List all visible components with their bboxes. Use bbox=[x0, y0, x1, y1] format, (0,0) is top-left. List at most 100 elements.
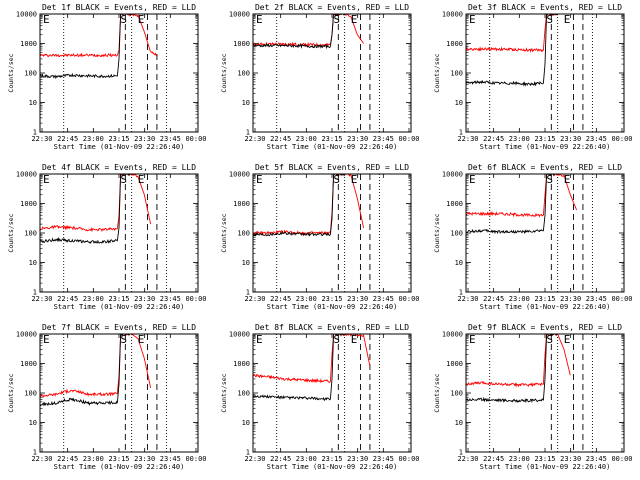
y-tick-label: 10 bbox=[455, 259, 463, 267]
marker-left: E bbox=[469, 13, 476, 26]
y-tick-label: 10000 bbox=[16, 11, 37, 19]
y-tick-label: 10000 bbox=[442, 331, 463, 339]
x-tick-label: 23:30 bbox=[560, 295, 581, 303]
series-line-2 bbox=[466, 174, 558, 235]
panel-title: Det 3f BLACK = Events, RED = LLD bbox=[468, 3, 622, 12]
x-tick-label: 23:45 bbox=[586, 455, 607, 463]
series-line-1 bbox=[40, 14, 158, 58]
y-tick-label: 1000 bbox=[233, 360, 250, 368]
y-tick-label: 10 bbox=[242, 99, 250, 107]
y-tick-label: 1 bbox=[459, 129, 463, 137]
x-tick-label: 23:15 bbox=[321, 135, 342, 143]
y-tick-label: 1000 bbox=[446, 40, 463, 48]
x-tick-label: 22:45 bbox=[270, 135, 291, 143]
plot-frame bbox=[252, 333, 412, 453]
marker-left: E bbox=[469, 173, 476, 186]
x-axis-label: Start Time (01-Nov-09 22:26:40) bbox=[480, 143, 611, 151]
y-axis-label: Counts/sec bbox=[220, 213, 228, 252]
x-tick-label: 23:30 bbox=[134, 135, 155, 143]
detector-panel-2: Det 2f BLACK = Events, RED = LLD 1 10 100 10… bbox=[220, 3, 420, 151]
y-tick-label: 100 bbox=[237, 390, 250, 398]
marker-mid: S bbox=[546, 333, 553, 346]
detector-panel-4: Det 4f BLACK = Events, RED = LLD 1 10 100 10… bbox=[7, 163, 207, 311]
x-tick-label: 00:00 bbox=[185, 295, 206, 303]
x-tick-label: 22:30 bbox=[457, 455, 478, 463]
y-tick-label: 1000 bbox=[233, 40, 250, 48]
marker-right: E bbox=[564, 333, 571, 346]
marker-mid: S bbox=[333, 173, 340, 186]
x-tick-label: 22:30 bbox=[31, 135, 52, 143]
y-tick-label: 1 bbox=[246, 449, 250, 457]
x-tick-label: 23:00 bbox=[296, 295, 317, 303]
x-tick-label: 23:00 bbox=[83, 295, 104, 303]
y-tick-label: 100 bbox=[450, 390, 463, 398]
series-line-1 bbox=[253, 174, 365, 236]
panel-title: Det 7f BLACK = Events, RED = LLD bbox=[42, 323, 196, 332]
series-line-2 bbox=[253, 334, 345, 402]
y-tick-label: 10000 bbox=[229, 331, 250, 339]
series-line-2 bbox=[253, 174, 346, 237]
x-tick-label: 23:45 bbox=[373, 135, 394, 143]
y-axis-label: Counts/sec bbox=[7, 373, 15, 412]
y-tick-label: 10 bbox=[29, 419, 37, 427]
panel-title: Det 6f BLACK = Events, RED = LLD bbox=[468, 163, 622, 172]
y-axis-label: Counts/sec bbox=[220, 373, 228, 412]
x-tick-label: 00:00 bbox=[611, 455, 632, 463]
marker-right: E bbox=[351, 173, 358, 186]
y-tick-label: 1 bbox=[33, 449, 37, 457]
panel-title: Det 5f BLACK = Events, RED = LLD bbox=[255, 163, 409, 172]
detector-panel-9: Det 9f BLACK = Events, RED = LLD 1 10 100 10… bbox=[433, 323, 633, 471]
x-tick-label: 22:30 bbox=[31, 455, 52, 463]
x-tick-label: 23:15 bbox=[108, 135, 129, 143]
marker-left: E bbox=[256, 173, 263, 186]
x-tick-label: 23:30 bbox=[347, 455, 368, 463]
x-tick-label: 23:30 bbox=[560, 455, 581, 463]
x-tick-label: 23:15 bbox=[108, 455, 129, 463]
y-tick-label: 10000 bbox=[16, 331, 37, 339]
plot-frame bbox=[39, 173, 199, 293]
x-tick-label: 22:30 bbox=[31, 295, 52, 303]
series-line-1 bbox=[40, 334, 152, 398]
x-axis-label: Start Time (01-Nov-09 22:26:40) bbox=[480, 463, 611, 471]
x-tick-label: 23:30 bbox=[134, 455, 155, 463]
y-tick-label: 1 bbox=[459, 289, 463, 297]
marker-left: E bbox=[43, 173, 50, 186]
y-tick-label: 100 bbox=[237, 230, 250, 238]
x-tick-label: 23:45 bbox=[586, 295, 607, 303]
marker-right: E bbox=[351, 13, 358, 26]
y-axis-label: Counts/sec bbox=[433, 213, 441, 252]
x-axis-label: Start Time (01-Nov-09 22:26:40) bbox=[54, 303, 185, 311]
series-line-2 bbox=[40, 174, 132, 244]
x-tick-label: 23:15 bbox=[534, 295, 555, 303]
y-tick-label: 10 bbox=[29, 259, 37, 267]
x-tick-label: 23:45 bbox=[160, 455, 181, 463]
y-tick-label: 1000 bbox=[446, 360, 463, 368]
y-tick-label: 1000 bbox=[20, 200, 37, 208]
panel-title: Det 4f BLACK = Events, RED = LLD bbox=[42, 163, 196, 172]
detector-panel-5: Det 5f BLACK = Events, RED = LLD 1 10 100 10… bbox=[220, 163, 420, 311]
marker-left: E bbox=[469, 333, 476, 346]
x-tick-label: 23:45 bbox=[586, 135, 607, 143]
detector-panel-3: Det 3f BLACK = Events, RED = LLD 1 10 100 10… bbox=[433, 3, 633, 151]
y-tick-label: 1 bbox=[33, 129, 37, 137]
x-tick-label: 00:00 bbox=[185, 455, 206, 463]
marker-right: E bbox=[138, 13, 145, 26]
y-tick-label: 10 bbox=[455, 99, 463, 107]
plot-frame bbox=[465, 13, 625, 133]
x-tick-label: 23:15 bbox=[321, 455, 342, 463]
y-tick-label: 1 bbox=[33, 289, 37, 297]
y-tick-label: 100 bbox=[450, 230, 463, 238]
x-tick-label: 23:15 bbox=[534, 455, 555, 463]
plot-frame bbox=[39, 333, 199, 453]
y-tick-label: 1000 bbox=[20, 360, 37, 368]
y-axis-label: Counts/sec bbox=[7, 213, 15, 252]
y-tick-label: 1 bbox=[459, 449, 463, 457]
detector-panel-1: Det 1f BLACK = Events, RED = LLD 1 10 100 10… bbox=[7, 3, 207, 151]
x-tick-label: 23:00 bbox=[296, 135, 317, 143]
y-tick-label: 1 bbox=[246, 289, 250, 297]
x-axis-label: Start Time (01-Nov-09 22:26:40) bbox=[267, 303, 398, 311]
x-tick-label: 23:45 bbox=[160, 135, 181, 143]
series-line-2 bbox=[253, 14, 345, 50]
x-tick-label: 22:30 bbox=[244, 455, 265, 463]
x-tick-label: 22:45 bbox=[483, 295, 504, 303]
